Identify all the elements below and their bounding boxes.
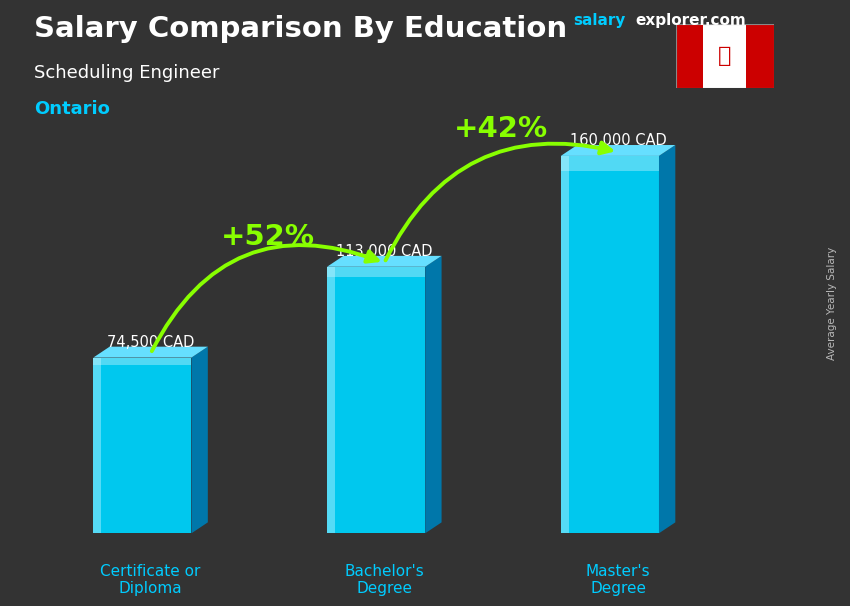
Text: +42%: +42% xyxy=(454,115,548,143)
Polygon shape xyxy=(191,347,207,533)
Bar xyxy=(745,24,774,88)
Bar xyxy=(561,156,569,533)
Text: Salary Comparison By Education: Salary Comparison By Education xyxy=(34,15,567,43)
Text: 🍁: 🍁 xyxy=(718,46,731,66)
Text: Average Yearly Salary: Average Yearly Salary xyxy=(827,247,837,359)
Bar xyxy=(327,267,425,278)
Bar xyxy=(704,24,745,88)
Bar xyxy=(561,156,659,533)
Text: 113,000 CAD: 113,000 CAD xyxy=(336,244,433,259)
Bar xyxy=(94,358,101,533)
Bar xyxy=(561,156,659,171)
Polygon shape xyxy=(94,347,207,358)
Bar xyxy=(94,358,191,365)
Bar xyxy=(676,24,704,88)
Text: explorer.com: explorer.com xyxy=(636,13,746,28)
Bar xyxy=(327,267,425,533)
Bar xyxy=(94,358,191,533)
Text: 160,000 CAD: 160,000 CAD xyxy=(570,133,666,148)
Text: Ontario: Ontario xyxy=(34,100,110,118)
Text: Certificate or
Diploma: Certificate or Diploma xyxy=(100,564,201,596)
Polygon shape xyxy=(561,145,675,156)
Polygon shape xyxy=(659,145,675,533)
Polygon shape xyxy=(425,256,442,533)
Text: Bachelor's
Degree: Bachelor's Degree xyxy=(344,564,424,596)
Text: salary: salary xyxy=(574,13,626,28)
Text: 74,500 CAD: 74,500 CAD xyxy=(107,335,195,350)
Polygon shape xyxy=(327,256,442,267)
Bar xyxy=(327,267,335,533)
Text: Master's
Degree: Master's Degree xyxy=(586,564,650,596)
Text: +52%: +52% xyxy=(220,223,314,251)
Text: Scheduling Engineer: Scheduling Engineer xyxy=(34,64,219,82)
